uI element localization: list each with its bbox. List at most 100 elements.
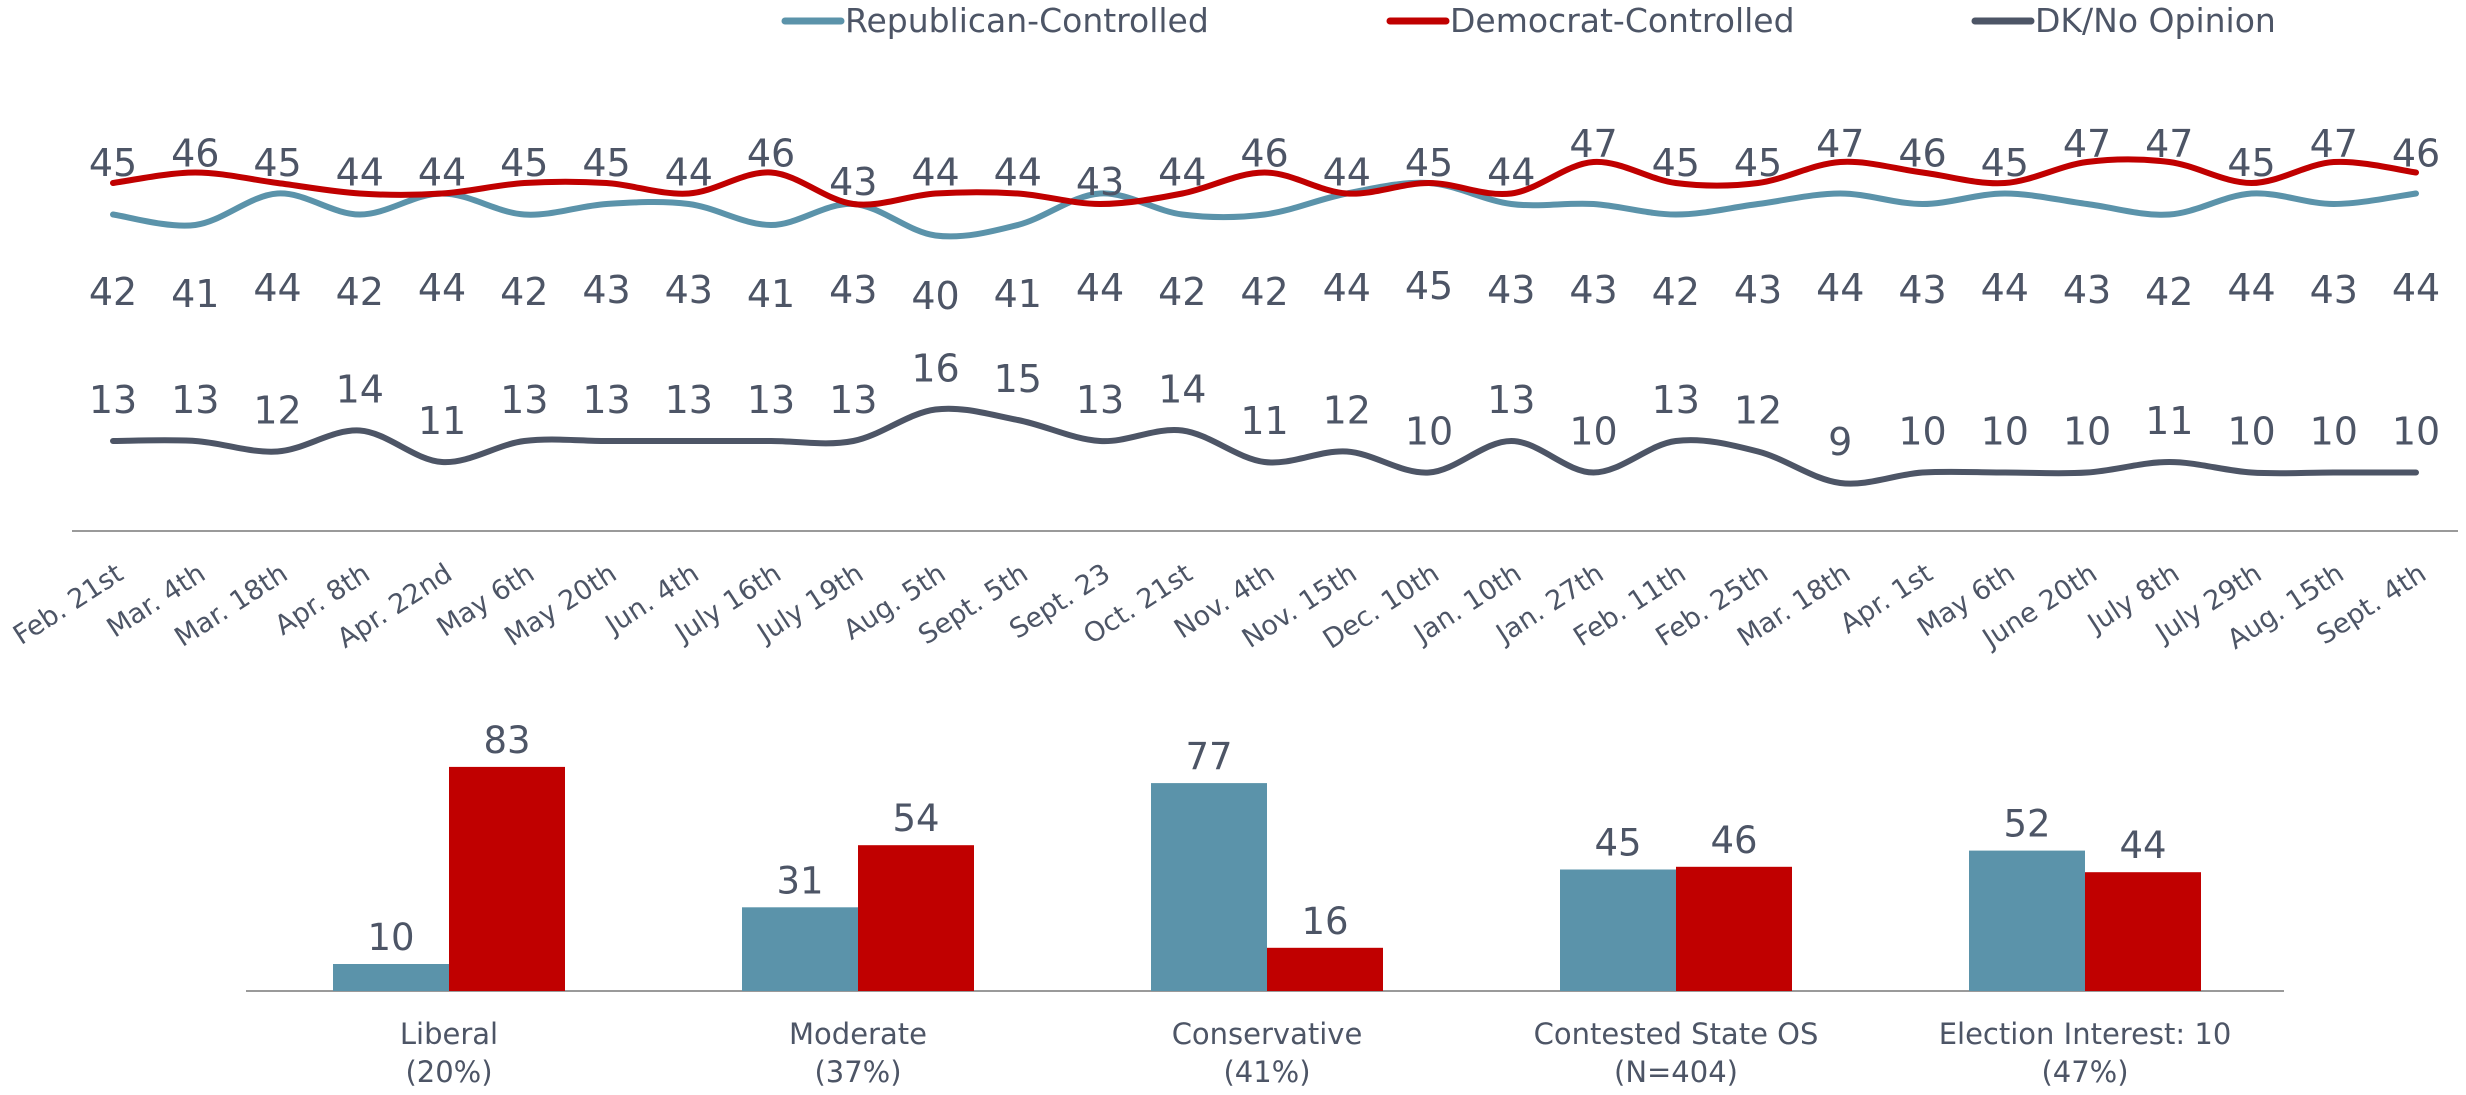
data-label-dk-no-opinion: 11	[2145, 399, 2193, 443]
data-label-democrat-controlled: 45	[89, 141, 137, 185]
bar-democrat-controlled	[1676, 866, 1792, 991]
bar-value-label: 10	[367, 916, 414, 959]
data-label-republican-controlled: 43	[2063, 268, 2111, 312]
bar-group-moderate: 31 54 Moderate (37%)	[742, 797, 974, 1089]
data-label-dk-no-opinion: 10	[2392, 410, 2440, 454]
data-label-dk-no-opinion: 13	[1652, 378, 1700, 422]
data-label-dk-no-opinion: 13	[1487, 378, 1535, 422]
data-label-republican-controlled: 42	[1652, 270, 1700, 314]
data-label-democrat-controlled: 46	[1240, 132, 1288, 176]
data-label-dk-no-opinion: 10	[2227, 410, 2275, 454]
data-label-republican-controlled: 42	[500, 270, 548, 314]
data-label-democrat-controlled: 44	[418, 151, 466, 195]
data-label-republican-controlled: 43	[665, 268, 713, 312]
data-label-dk-no-opinion: 11	[418, 399, 466, 443]
category-sublabel: (41%)	[1223, 1055, 1310, 1089]
data-label-republican-controlled: 42	[2145, 270, 2193, 314]
legend-item-republican-controlled: Republican-Controlled	[781, 1, 1209, 40]
bar-group-liberal: 10 83 Liberal (20%)	[333, 719, 565, 1089]
data-label-republican-controlled: 44	[1076, 266, 1124, 310]
data-label-dk-no-opinion: 11	[1240, 399, 1288, 443]
data-label-democrat-controlled: 47	[2310, 122, 2358, 166]
data-label-democrat-controlled: 47	[2145, 122, 2193, 166]
data-label-dk-no-opinion: 13	[665, 378, 713, 422]
data-label-republican-controlled: 44	[253, 266, 301, 310]
data-label-republican-controlled: 44	[418, 266, 466, 310]
bar-value-label: 77	[1185, 735, 1232, 778]
data-label-democrat-controlled: 46	[2392, 132, 2440, 176]
data-label-dk-no-opinion: 13	[89, 378, 137, 422]
bar-value-label: 83	[483, 719, 530, 762]
data-label-republican-controlled: 41	[994, 272, 1042, 316]
data-label-dk-no-opinion: 13	[171, 378, 219, 422]
bar-chart: 10 83 Liberal (20%) 31 54 Moderate (37%) 77 16 Con…	[246, 719, 2284, 1089]
bar-group-conservative: 77 16 Conservative (41%)	[1151, 735, 1383, 1089]
data-label-dk-no-opinion: 15	[994, 357, 1042, 401]
data-label-dk-no-opinion: 13	[747, 378, 795, 422]
bar-democrat-controlled	[449, 766, 565, 991]
series-line-republican-controlled	[110, 179, 2419, 240]
bar-value-label: 45	[1594, 822, 1641, 865]
category-label: Election Interest: 10	[1939, 1017, 2232, 1051]
category-label: Conservative	[1172, 1017, 1363, 1051]
data-label-republican-controlled: 43	[1734, 268, 1782, 312]
data-label-dk-no-opinion: 10	[1405, 410, 1453, 454]
bar-democrat-controlled	[2085, 872, 2201, 991]
data-label-dk-no-opinion: 13	[582, 378, 630, 422]
legend: Republican-Controlled Democrat-Controlled…	[781, 1, 2276, 40]
data-label-democrat-controlled: 46	[171, 132, 219, 176]
category-sublabel: (47%)	[2041, 1055, 2128, 1089]
data-label-democrat-controlled: 45	[2227, 141, 2275, 185]
data-label-democrat-controlled: 44	[911, 151, 959, 195]
category-label: Contested State OS	[1534, 1017, 1819, 1051]
data-label-dk-no-opinion: 10	[2310, 410, 2358, 454]
bar-republican-controlled	[333, 964, 449, 991]
data-label-democrat-controlled: 47	[1816, 122, 1864, 166]
bar-group-election-interest-10: 52 44 Election Interest: 10 (47%)	[1939, 803, 2232, 1089]
data-label-republican-controlled: 44	[1323, 266, 1371, 310]
data-label-republican-controlled: 43	[829, 268, 877, 312]
legend-label: Democrat-Controlled	[1450, 1, 1795, 40]
data-label-republican-controlled: 43	[1898, 268, 1946, 312]
data-label-democrat-controlled: 44	[994, 151, 1042, 195]
data-label-republican-controlled: 43	[2310, 268, 2358, 312]
data-label-democrat-controlled: 47	[1569, 122, 1617, 166]
bar-republican-controlled	[742, 907, 858, 991]
data-label-republican-controlled: 43	[1487, 268, 1535, 312]
data-label-democrat-controlled: 46	[1898, 132, 1946, 176]
bar-value-label: 54	[892, 797, 939, 840]
data-label-democrat-controlled: 44	[336, 151, 384, 195]
data-label-democrat-controlled: 45	[582, 141, 630, 185]
series-line-dk-no-opinion	[110, 405, 2419, 487]
data-label-dk-no-opinion: 10	[1898, 410, 1946, 454]
legend-label: DK/No Opinion	[2035, 1, 2276, 40]
data-label-republican-controlled: 40	[911, 274, 959, 318]
bar-value-label: 16	[1301, 900, 1348, 943]
data-label-dk-no-opinion: 13	[1076, 378, 1124, 422]
category-sublabel: (37%)	[814, 1055, 901, 1089]
data-label-republican-controlled: 44	[2227, 266, 2275, 310]
legend-item-dk-no-opinion: DK/No Opinion	[1971, 1, 2276, 40]
data-label-dk-no-opinion: 12	[1323, 389, 1371, 433]
data-label-republican-controlled: 44	[1816, 266, 1864, 310]
bar-value-label: 44	[2119, 824, 2166, 867]
data-label-democrat-controlled: 43	[1076, 160, 1124, 204]
x-tick-label: Feb. 21st	[8, 558, 129, 652]
data-label-republican-controlled: 43	[1569, 268, 1617, 312]
bar-republican-controlled	[1969, 850, 2085, 991]
data-label-democrat-controlled: 44	[1158, 151, 1206, 195]
data-label-republican-controlled: 43	[582, 268, 630, 312]
data-label-dk-no-opinion: 9	[1828, 420, 1852, 464]
data-label-republican-controlled: 45	[1405, 264, 1453, 308]
data-label-dk-no-opinion: 14	[1158, 368, 1206, 412]
data-label-democrat-controlled: 45	[1652, 141, 1700, 185]
bar-democrat-controlled	[858, 845, 974, 991]
data-label-democrat-controlled: 47	[2063, 122, 2111, 166]
category-label: Moderate	[789, 1017, 927, 1051]
category-sublabel: (N=404)	[1614, 1055, 1738, 1089]
data-label-democrat-controlled: 46	[747, 132, 795, 176]
data-label-democrat-controlled: 44	[665, 151, 713, 195]
bar-value-label: 46	[1710, 819, 1757, 862]
